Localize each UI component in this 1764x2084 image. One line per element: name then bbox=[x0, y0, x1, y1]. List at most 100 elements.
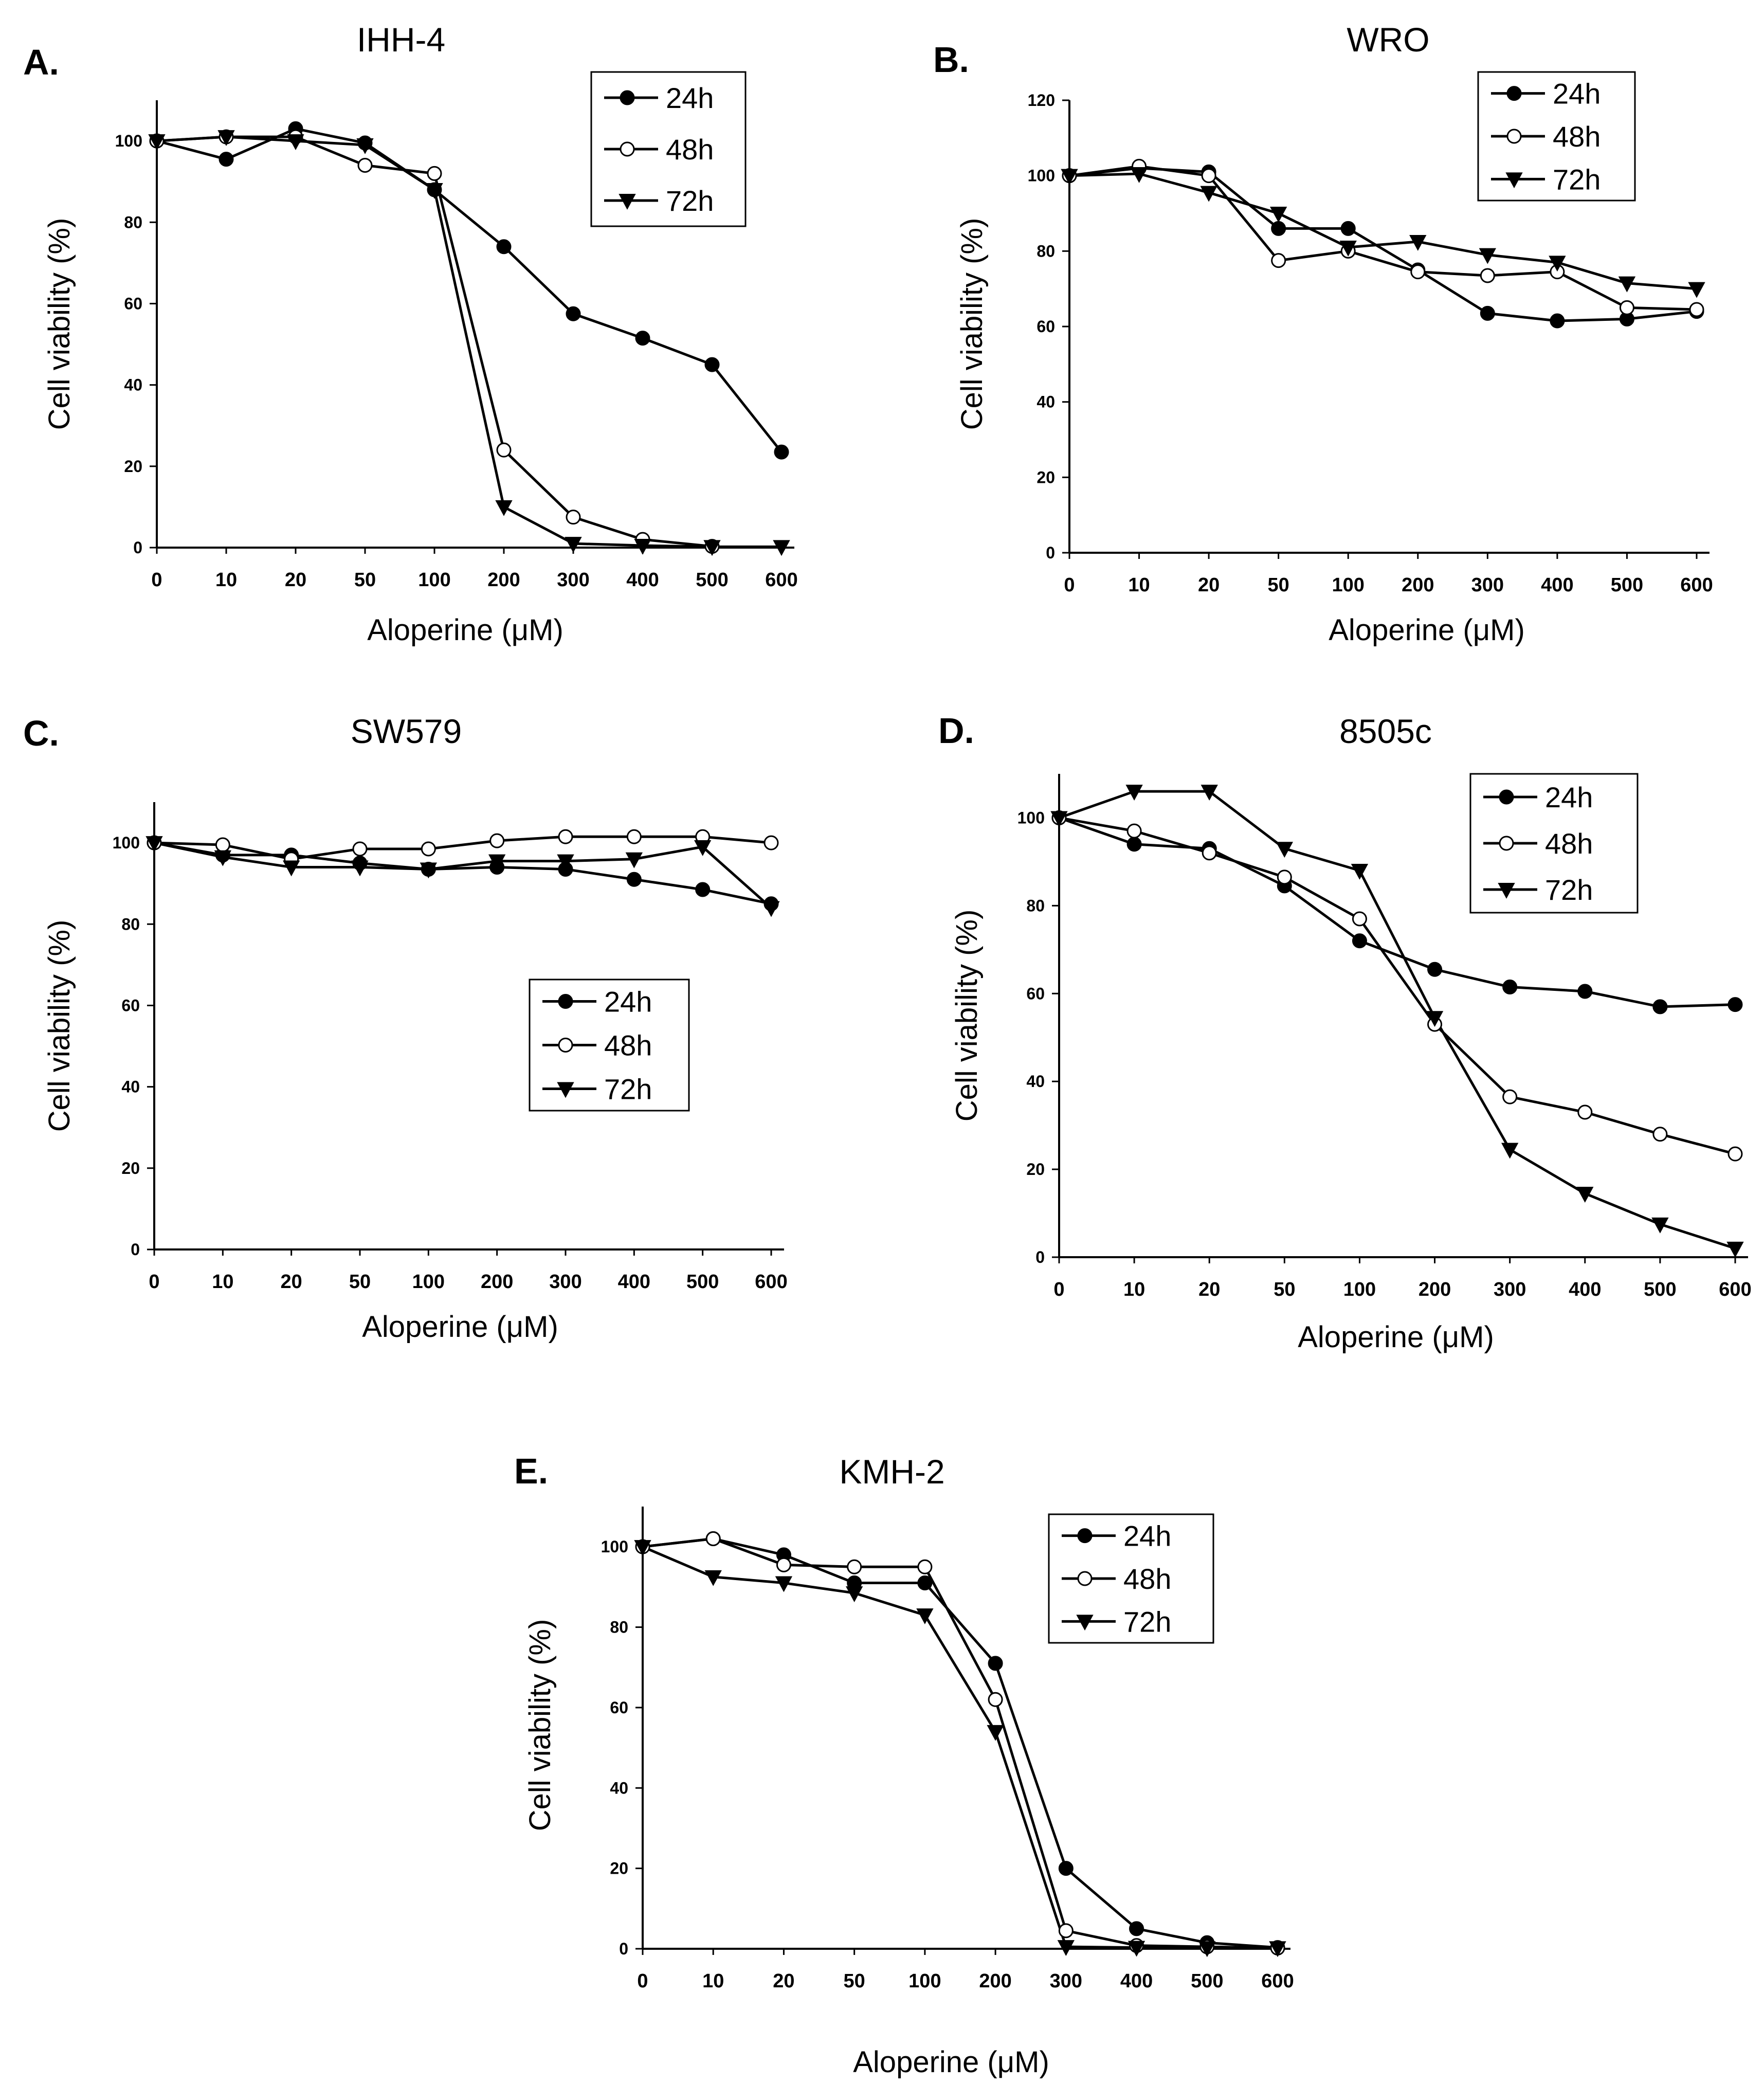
data-point-72h bbox=[1125, 785, 1143, 801]
data-point-48h bbox=[1727, 1146, 1743, 1162]
data-point-72h bbox=[1201, 785, 1218, 801]
y-tick-label: 80 bbox=[1036, 242, 1055, 260]
data-point-24h bbox=[1652, 999, 1668, 1014]
legend-marker-72h bbox=[1498, 883, 1515, 899]
panel-letter: D. bbox=[938, 711, 974, 751]
x-tick-label: 50 bbox=[844, 1970, 865, 1992]
series-line-24h bbox=[1059, 817, 1736, 1008]
data-point-48h bbox=[988, 1692, 1003, 1707]
data-point-24h bbox=[1727, 997, 1743, 1012]
data-point-24h bbox=[566, 306, 581, 321]
x-tick-label: 10 bbox=[215, 569, 237, 591]
x-tick-label: 400 bbox=[1120, 1970, 1153, 1992]
y-tick-label: 60 bbox=[121, 996, 140, 1014]
data-point-48h bbox=[496, 442, 512, 458]
chart-panel-8505c: D. 8505c 0 10 20 50 100 200 300 400 500 600 0 20 40 60 8… bbox=[938, 711, 1752, 1354]
data-point-24h bbox=[635, 331, 650, 346]
x-tick-label: 100 bbox=[908, 1970, 941, 1992]
data-point-72h bbox=[704, 1570, 722, 1586]
x-tick-label: 600 bbox=[1719, 1279, 1751, 1300]
series-line-72h bbox=[156, 135, 781, 548]
legend-marker-72h bbox=[1076, 1615, 1094, 1631]
x-tick-label: 10 bbox=[1123, 1279, 1145, 1300]
data-point-72h bbox=[426, 183, 443, 199]
data-point-48h bbox=[1201, 168, 1216, 184]
series-line-48h bbox=[1069, 165, 1697, 311]
data-point-24h bbox=[704, 357, 720, 372]
x-tick-label: 500 bbox=[1644, 1279, 1676, 1300]
x-tick-label: 50 bbox=[1274, 1279, 1295, 1300]
data-point-48h bbox=[566, 510, 581, 525]
legend-label: 24h bbox=[1545, 781, 1593, 813]
x-tick-label: 100 bbox=[418, 569, 450, 591]
data-point-24h bbox=[1577, 984, 1593, 999]
data-point-72h bbox=[1127, 1941, 1145, 1957]
data-point-24h bbox=[1126, 837, 1142, 852]
data-point-48h bbox=[626, 829, 642, 844]
data-point-72h bbox=[1339, 241, 1357, 257]
data-point-24h bbox=[1058, 1861, 1074, 1876]
x-tick-label: 500 bbox=[1191, 1970, 1223, 1992]
x-tick-label: 0 bbox=[151, 569, 162, 591]
data-point-48h bbox=[763, 835, 779, 850]
legend-label: 72h bbox=[1553, 163, 1601, 195]
x-tick-label: 600 bbox=[755, 1271, 787, 1293]
y-axis-label: Cell viability (%) bbox=[43, 920, 76, 1132]
y-axis-label: Cell viability (%) bbox=[955, 218, 989, 430]
data-point-72h bbox=[217, 130, 235, 147]
data-point-48h bbox=[1277, 869, 1292, 885]
data-point-72h bbox=[1651, 1217, 1669, 1234]
data-point-48h bbox=[558, 829, 573, 844]
data-point-48h bbox=[917, 1559, 933, 1574]
x-tick-label: 300 bbox=[1494, 1279, 1526, 1300]
data-point-72h bbox=[775, 1576, 793, 1592]
data-point-24h bbox=[917, 1575, 933, 1591]
y-tick-label: 0 bbox=[133, 538, 142, 557]
data-point-24h bbox=[1480, 305, 1495, 321]
data-point-72h bbox=[488, 854, 506, 871]
panel-letter: A. bbox=[23, 42, 59, 82]
data-point-72h bbox=[1269, 207, 1287, 223]
y-axis-label: Cell viability (%) bbox=[523, 1619, 557, 1832]
y-tick-label: 60 bbox=[1036, 317, 1055, 336]
data-point-24h bbox=[1271, 221, 1286, 236]
data-point-72h bbox=[845, 1586, 863, 1602]
y-tick-label: 100 bbox=[601, 1537, 628, 1556]
data-point-48h bbox=[352, 841, 368, 857]
x-tick-label: 0 bbox=[637, 1970, 648, 1992]
y-tick-label: 40 bbox=[121, 1078, 140, 1096]
series-line-24h bbox=[156, 127, 783, 453]
data-point-48h bbox=[1271, 253, 1286, 268]
data-point-48h bbox=[1202, 845, 1217, 861]
data-point-72h bbox=[1269, 1941, 1286, 1958]
legend-marker-24h bbox=[620, 90, 635, 105]
data-point-72h bbox=[1688, 282, 1705, 298]
x-tick-label: 100 bbox=[1343, 1279, 1376, 1300]
data-point-72h bbox=[762, 901, 780, 917]
y-tick-label: 20 bbox=[1026, 1160, 1045, 1179]
data-point-48h bbox=[1352, 911, 1367, 927]
legend-label: 72h bbox=[1545, 874, 1593, 906]
x-tick-label: 20 bbox=[1198, 574, 1220, 596]
data-point-72h bbox=[1130, 167, 1148, 183]
legend-label: 48h bbox=[1553, 120, 1601, 153]
data-point-48h bbox=[421, 841, 436, 857]
legend: 24h 48h 72h bbox=[1469, 773, 1639, 914]
x-tick-label: 0 bbox=[149, 1271, 159, 1293]
chart-title: IHH-4 bbox=[357, 21, 445, 59]
x-tick-label: 0 bbox=[1053, 1279, 1064, 1300]
data-point-48h bbox=[1577, 1104, 1593, 1120]
data-point-72h bbox=[1479, 248, 1497, 264]
chart-panel-wro: B. WRO 0 10 20 50 100 200 300 400 500 600 0 20 40 60 80 1… bbox=[933, 21, 1713, 647]
data-point-72h bbox=[1198, 1941, 1216, 1958]
data-point-72h bbox=[916, 1608, 934, 1624]
legend-marker-24h bbox=[1499, 789, 1514, 805]
x-tick-label: 300 bbox=[1050, 1970, 1082, 1992]
data-point-72h bbox=[694, 840, 712, 856]
data-point-72h bbox=[625, 852, 643, 868]
data-point-72h bbox=[1057, 1940, 1075, 1956]
y-tick-label: 80 bbox=[610, 1618, 628, 1637]
legend: 24h 48h 72h bbox=[529, 978, 690, 1112]
data-point-48h bbox=[776, 1557, 791, 1572]
